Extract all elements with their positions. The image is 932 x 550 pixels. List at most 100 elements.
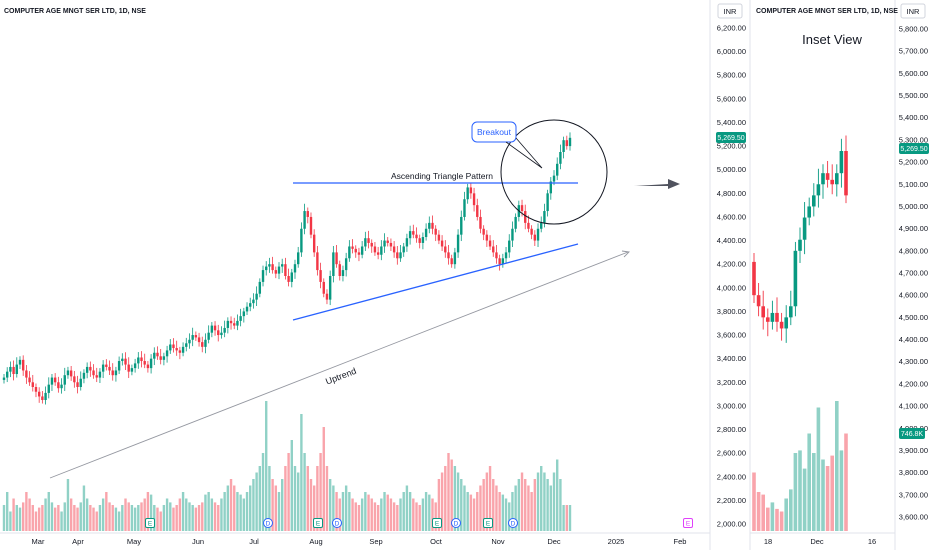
candle-body [5, 371, 9, 378]
candle-body [472, 193, 476, 206]
candle-body [549, 181, 553, 194]
marker-shape [313, 518, 323, 528]
breakout-callout[interactable] [471, 121, 517, 143]
candle-body [149, 358, 153, 369]
candle-body [287, 276, 290, 282]
inset-price-tick-label: 4,700.00 [899, 269, 928, 278]
marker-label: D [511, 521, 516, 528]
volume-bar [498, 492, 501, 531]
inset-chart-title: COMPUTER AGE MNGT SER LTD, 1D, NSE [756, 8, 898, 15]
volume-bar [175, 505, 178, 531]
volume-bar [181, 492, 185, 531]
earnings-marker[interactable]: E [313, 518, 323, 528]
volume-bar [316, 466, 319, 531]
inset-volume-bar [816, 407, 821, 531]
volume-bar [396, 505, 399, 531]
ascending-support-line[interactable] [292, 243, 579, 321]
volume-bar [185, 498, 188, 531]
volume-bar [159, 511, 162, 531]
candle-body [226, 320, 230, 328]
inset-heading: Inset View [802, 32, 862, 47]
candle-body [121, 358, 124, 362]
volume-bar [524, 479, 527, 531]
earnings-marker[interactable]: E [432, 518, 442, 528]
candle-body [546, 193, 549, 212]
earnings-marker[interactable]: E [683, 518, 693, 528]
dividend-marker[interactable]: D [451, 518, 461, 528]
candle-body [504, 252, 508, 259]
volume-bar [447, 453, 450, 531]
volume-bar [424, 492, 428, 531]
inset-price-tick-label: 5,800.00 [899, 25, 928, 34]
volume-bar [213, 502, 217, 531]
candle-body [165, 350, 169, 357]
candle-body [12, 366, 15, 375]
candle-body [31, 382, 34, 388]
volume-bar [18, 507, 22, 531]
candle-body [383, 240, 386, 247]
volume-bar [501, 494, 505, 531]
dividend-marker[interactable]: D [263, 518, 273, 528]
volume-bar [360, 498, 364, 531]
time-tick-label: Jul [249, 537, 259, 546]
candle-body [274, 270, 278, 274]
volume-bar [421, 498, 425, 531]
dividend-marker[interactable]: D [508, 518, 518, 528]
candle-body [47, 384, 50, 393]
volume-bar [469, 494, 473, 531]
volume-bar [268, 466, 271, 531]
volume-bar [463, 485, 466, 531]
inset-price-tick-label: 4,500.00 [899, 313, 928, 322]
candle-body [325, 293, 329, 300]
inset-price-tick-label: 5,500.00 [899, 91, 928, 100]
earnings-marker[interactable]: E [145, 518, 155, 528]
main-currency-button[interactable] [717, 3, 743, 19]
inset-price-axis: 5,800.00 5,700.00 5,600.00 5,500.00 5,400.00… [899, 25, 928, 522]
candle-body [197, 337, 201, 343]
uptrend-line[interactable] [49, 251, 629, 479]
inset-volume-bar [770, 502, 775, 531]
candle-body [37, 391, 41, 397]
volume-bar [217, 505, 220, 531]
breakout-circle[interactable] [500, 119, 608, 225]
volume-bar [562, 505, 565, 531]
candle-body [319, 270, 322, 282]
candle-body [261, 270, 265, 282]
candle-body [252, 299, 255, 304]
inset-time-tick-label: 18 [764, 537, 772, 546]
earnings-marker[interactable]: E [483, 518, 493, 528]
inset-candle-body [807, 206, 811, 218]
inset-currency-button[interactable] [900, 3, 926, 19]
price-tick-label: 5,200.00 [717, 142, 746, 151]
volume-bar [540, 466, 543, 531]
inset-volume-bar [802, 468, 807, 531]
volume-bar [105, 492, 108, 531]
volume-bar [309, 479, 313, 531]
candle-body [437, 234, 441, 241]
volume-bar [559, 479, 562, 531]
candle-body [463, 199, 466, 217]
inset-volume-bar [779, 511, 784, 531]
volume-bar [488, 466, 492, 531]
volume-bar [15, 505, 18, 531]
candle-body [460, 216, 463, 235]
candle-body [57, 382, 60, 389]
dividend-marker[interactable]: D [332, 518, 342, 528]
candle-body [60, 384, 63, 389]
candle-body [536, 228, 540, 241]
marker-label: E [148, 521, 153, 528]
volume-bar [2, 505, 6, 531]
time-tick-label: 2025 [608, 537, 625, 546]
volume-bar [415, 502, 418, 531]
volume-bar [169, 502, 172, 531]
candle-body [466, 187, 469, 200]
volume-bar [543, 472, 546, 531]
candle-body [424, 228, 428, 238]
candle-body [540, 222, 543, 229]
volume-bar [520, 472, 524, 531]
volume-bar [370, 498, 373, 531]
inset-candle-body [839, 151, 844, 174]
candle-body [82, 372, 86, 379]
volume-bar [229, 479, 233, 531]
